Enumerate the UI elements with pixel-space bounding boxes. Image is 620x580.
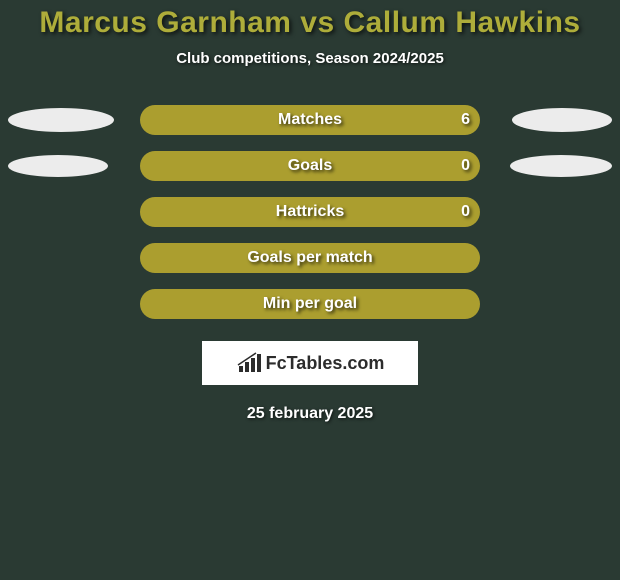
stat-row: Goals 0	[0, 151, 620, 181]
stat-row: Hattricks 0	[0, 197, 620, 227]
stat-value: 0	[461, 203, 470, 221]
ellipse-left	[8, 155, 108, 177]
stat-row: Matches 6	[0, 105, 620, 135]
stat-row: Min per goal	[0, 289, 620, 319]
stat-bar: Matches 6	[140, 105, 480, 135]
stat-label: Goals per match	[247, 249, 372, 267]
logo-text: FcTables.com	[266, 353, 385, 374]
stat-bar: Hattricks 0	[140, 197, 480, 227]
page-title: Marcus Garnham vs Callum Hawkins	[0, 6, 620, 40]
stat-rows: Matches 6 Goals 0 Hattricks 0 Goals per match M…	[0, 105, 620, 319]
barchart-icon	[236, 352, 262, 374]
stat-bar: Goals 0	[140, 151, 480, 181]
stat-bar: Goals per match	[140, 243, 480, 273]
comparison-card: Marcus Garnham vs Callum Hawkins Club co…	[0, 0, 620, 580]
date-line: 25 february 2025	[0, 405, 620, 423]
stat-value: 0	[461, 157, 470, 175]
ellipse-left	[8, 108, 114, 132]
subtitle: Club competitions, Season 2024/2025	[0, 50, 620, 67]
stat-label: Goals	[288, 157, 332, 175]
stat-label: Hattricks	[276, 203, 344, 221]
ellipse-right	[512, 108, 612, 132]
stat-value: 6	[461, 111, 470, 129]
logo-box: FcTables.com	[202, 341, 418, 385]
ellipse-right	[510, 155, 612, 177]
logo: FcTables.com	[236, 352, 385, 374]
stat-bar: Min per goal	[140, 289, 480, 319]
stat-row: Goals per match	[0, 243, 620, 273]
stat-label: Matches	[278, 111, 342, 129]
stat-label: Min per goal	[263, 295, 357, 313]
